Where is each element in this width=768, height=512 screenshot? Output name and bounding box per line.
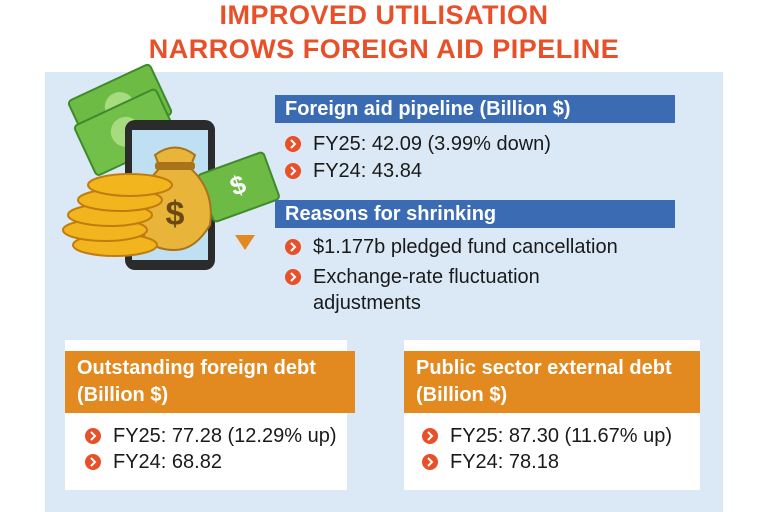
item-text: FY25: 87.30 (11.67% up)	[450, 425, 672, 447]
item-text: $1.177b pledged fund cancellation	[313, 236, 618, 258]
section-heading: Reasons for shrinking	[275, 200, 675, 228]
bullet	[285, 163, 301, 179]
bullet	[85, 428, 101, 444]
item-text: Exchange-rate fluctuation adjustments	[313, 266, 540, 314]
bullet	[422, 454, 438, 470]
section-heading: Foreign aid pipeline (Billion $)	[275, 95, 675, 123]
bullet	[285, 239, 301, 255]
svg-text:$: $	[166, 195, 185, 233]
item-text: FY24: 68.82	[113, 451, 222, 473]
item-text: FY25: 77.28 (12.29% up)	[113, 425, 337, 447]
bullet-item: FY24: 43.84	[285, 158, 713, 184]
title-line: NARROWS FOREIGN AID PIPELINE	[148, 34, 620, 64]
card-heading: Outstanding foreign debt (Billion $)	[65, 351, 355, 413]
bullet	[285, 269, 301, 285]
item-text: FY24: 78.18	[450, 451, 559, 473]
bullet-item: FY24: 68.82	[85, 449, 383, 475]
bullet-item: FY25: 77.28 (12.29% up)	[85, 423, 383, 449]
bullet-item: Exchange-rate fluctuation adjustments	[285, 264, 633, 316]
bullet-item: FY25: 42.09 (3.99% down)	[285, 131, 713, 157]
card-heading: Public sector external debt (Billion $)	[404, 351, 700, 413]
item-text: FY24: 43.84	[313, 160, 422, 182]
bullet	[285, 136, 301, 152]
bullet-item: $1.177b pledged fund cancellation	[285, 234, 713, 260]
bullet-item: FY25: 87.30 (11.67% up)	[422, 423, 730, 449]
illustration: $ $	[62, 63, 280, 270]
bullet-item: FY24: 78.18	[422, 449, 730, 475]
title-line: IMPROVED UTILISATION	[219, 0, 549, 30]
item-text: FY25: 42.09 (3.99% down)	[313, 133, 551, 155]
bullet	[422, 428, 438, 444]
bullet	[85, 454, 101, 470]
